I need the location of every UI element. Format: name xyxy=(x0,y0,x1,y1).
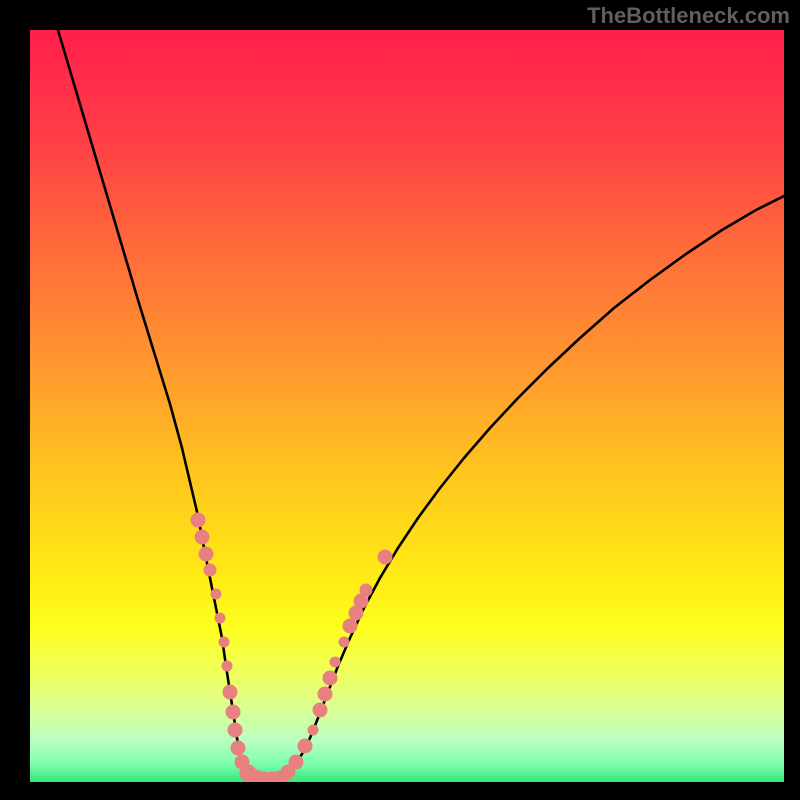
data-marker xyxy=(222,661,232,671)
data-marker xyxy=(204,564,216,576)
data-marker xyxy=(360,584,372,596)
data-marker xyxy=(231,741,245,755)
plot-background xyxy=(30,30,784,782)
data-marker xyxy=(199,547,213,561)
data-marker xyxy=(226,705,240,719)
outer-frame: TheBottleneck.com xyxy=(0,0,800,800)
data-marker xyxy=(308,725,318,735)
data-marker xyxy=(318,687,332,701)
watermark-text: TheBottleneck.com xyxy=(587,3,790,29)
data-marker xyxy=(223,685,237,699)
data-marker xyxy=(378,550,392,564)
data-marker xyxy=(219,637,229,647)
data-marker xyxy=(191,513,205,527)
data-marker xyxy=(339,637,349,647)
data-marker xyxy=(211,589,221,599)
data-marker xyxy=(289,755,303,769)
data-marker xyxy=(215,613,225,623)
data-marker xyxy=(343,619,357,633)
data-marker xyxy=(313,703,327,717)
data-marker xyxy=(228,723,242,737)
plot-area xyxy=(30,30,784,782)
data-marker xyxy=(195,530,209,544)
data-marker xyxy=(330,657,340,667)
data-marker xyxy=(323,671,337,685)
plot-svg xyxy=(30,30,784,782)
data-marker xyxy=(298,739,312,753)
